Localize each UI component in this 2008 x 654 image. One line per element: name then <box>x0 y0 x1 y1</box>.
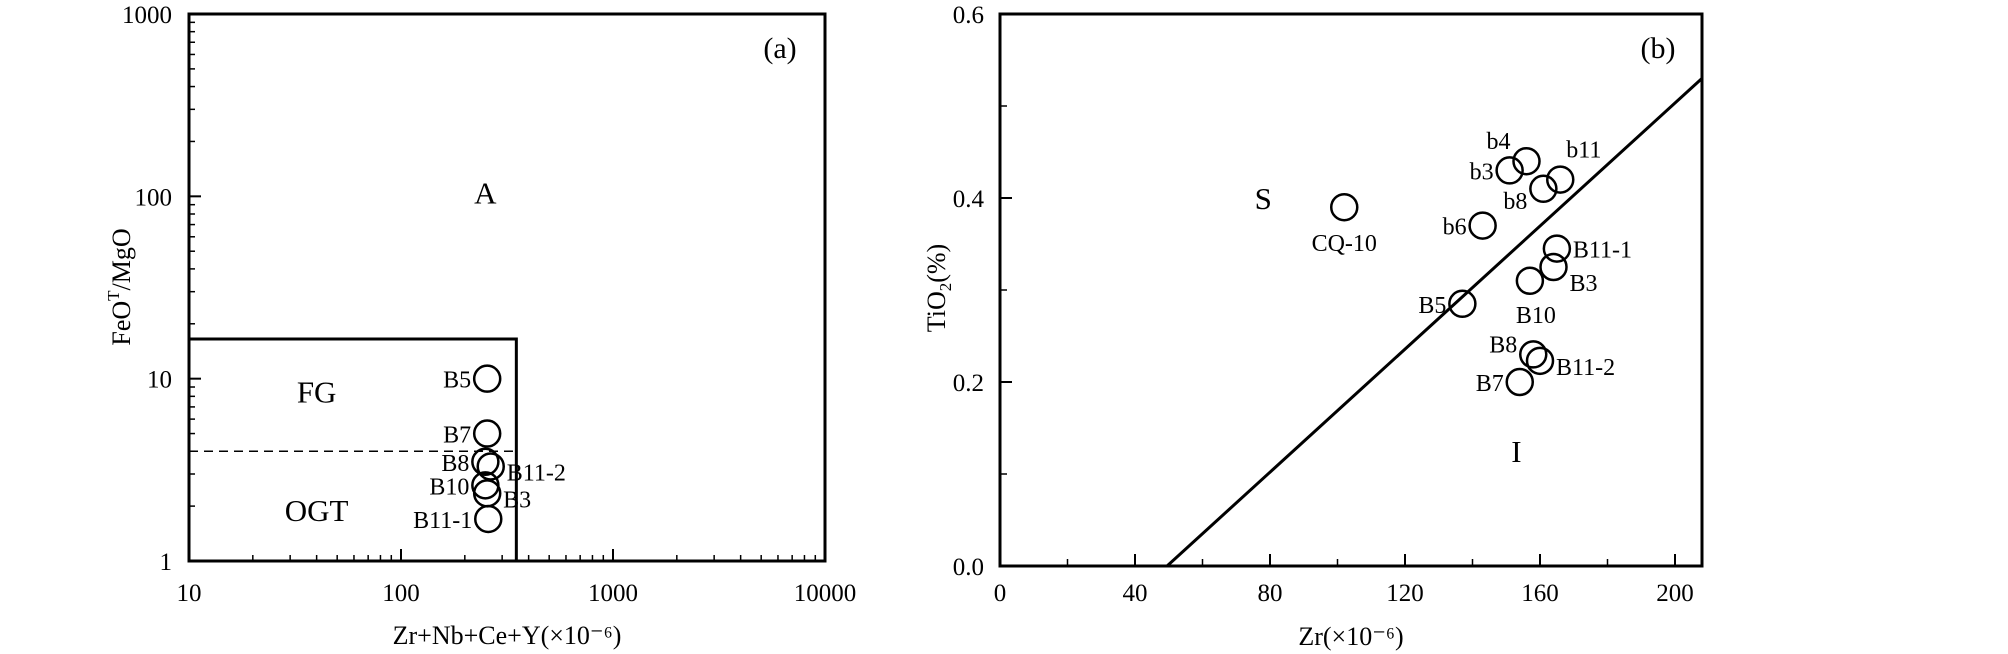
panel-a-x-tick-label: 10 <box>177 580 202 607</box>
panel-b-point-label: B11-2 <box>1556 355 1615 381</box>
panel-b-point-label: B10 <box>1516 303 1556 329</box>
panel-a-point-label: B11-2 <box>507 460 566 486</box>
panel-b-x-tick-label: 200 <box>1656 580 1694 607</box>
panel-a-point-label: B10 <box>429 474 469 500</box>
panel-a-x-tick-label: 100 <box>382 580 420 607</box>
panel-a-x-tick-label: 1000 <box>588 580 638 607</box>
panel-a-point-label: B3 <box>503 487 531 513</box>
panel-a-fg-boundary <box>189 337 518 561</box>
panel-b-y-tick-label: 0.2 <box>953 370 984 397</box>
panel-b-data-point <box>1539 252 1568 282</box>
panel-a-y-tick-label: 100 <box>135 184 173 211</box>
panel-b-data-point <box>1505 367 1534 397</box>
panel-b-y-tick-label: 0.6 <box>953 2 984 29</box>
panel-b-y-axis-label: TiO2(%) <box>922 244 955 332</box>
panel-b-x-tick-label: 40 <box>1123 580 1148 607</box>
panel-a-region-label: A <box>474 175 497 210</box>
panel-b-region-label: I <box>1511 434 1521 469</box>
panel-a-x-axis-label: Zr+Nb+Ce+Y(×10⁻⁶) <box>393 621 622 650</box>
panel-b-x-tick-label: 0 <box>994 580 1007 607</box>
panel-b-point-label: B11-1 <box>1573 238 1632 264</box>
panel-a-point-label: B7 <box>443 423 471 449</box>
panel-b-point-label: B5 <box>1418 293 1446 319</box>
panel-a-y-tick-label: 1 <box>160 549 173 576</box>
panel-b-point-label: CQ-10 <box>1312 231 1377 257</box>
panel-b-boundaries <box>1166 77 1704 568</box>
panel-b-data-point <box>1519 340 1548 369</box>
panel-a-y-axis-label-main: FeO <box>107 301 136 346</box>
panel-a-y-tick-label: 1000 <box>122 2 172 29</box>
panel-a-region-label: FG <box>297 375 337 410</box>
panel-a-regions: A FG OGT <box>285 175 497 528</box>
panel-a-label: (a) <box>763 32 796 65</box>
panel-b-point-label: B8 <box>1489 332 1517 358</box>
panel-b-point-label: B7 <box>1476 371 1504 397</box>
panel-b-data-point <box>1515 266 1545 296</box>
panel-b-x-tick-label: 160 <box>1521 580 1559 607</box>
panel-a-boundaries <box>189 337 518 561</box>
panel-b-label: (b) <box>1641 32 1676 65</box>
panel-a-y-axis-label: FeOT/MgO <box>104 228 136 345</box>
panel-a-point-label: B8 <box>441 451 469 477</box>
panel-a-data-point <box>476 452 505 481</box>
panel-b-points: CQ-10 b4 b3 b11 b8 b6 B11-1 B3 B10 B5 B8 B11-2 B7 <box>1312 129 1632 397</box>
panel-b-y-tick-label: 0.0 <box>953 554 984 581</box>
panel-a-data-point <box>472 419 502 448</box>
panel-b-x-tick-label: 120 <box>1386 580 1424 607</box>
panel-b-x-tick-label: 80 <box>1258 580 1283 607</box>
panel-b-y-axis-label-rest: (%) <box>922 244 951 283</box>
panel-a-data-point <box>471 447 500 477</box>
panel-b-y-tick-label: 0.4 <box>953 186 985 213</box>
panel-b-data-point <box>1512 146 1541 176</box>
panel-b-point-label: B3 <box>1570 271 1598 297</box>
panel-b-data-point <box>1542 234 1572 263</box>
panel-b-data-point <box>1495 156 1524 185</box>
panel-b-regions: SI <box>1255 181 1522 469</box>
panel-b-point-label: b11 <box>1566 138 1601 164</box>
panel-b-si-boundary-line <box>1166 77 1704 568</box>
panel-a-y-tick-label: 10 <box>147 367 172 394</box>
panel-b-ticks: 0 40 80 120 160 200 0.0 0.2 0.4 0.6 <box>953 2 1694 607</box>
panel-a-data-point <box>472 364 502 393</box>
panel-b-data-point <box>1546 165 1575 194</box>
panel-b-data-point <box>1525 346 1555 376</box>
panel-a-data-point <box>474 504 503 534</box>
panel-a-x-tick-label: 10000 <box>794 580 857 607</box>
panel-a-frame <box>187 12 827 563</box>
panel-b-data-point <box>1448 289 1477 319</box>
panel-b-data-point <box>1529 174 1558 204</box>
panel-b-data-point <box>1330 192 1359 222</box>
panel-b-x-axis-label: Zr(×10⁻⁶) <box>1298 622 1403 651</box>
panel-b-point-label: b8 <box>1503 189 1527 215</box>
panel-b-y-axis-label-main: TiO <box>922 291 951 332</box>
panel-b-data-point <box>1468 211 1497 240</box>
panel-a-y-axis-label-rest: /MgO <box>107 228 136 290</box>
panel-a-point-label: B5 <box>443 368 471 394</box>
panel-a-point-label: B11-1 <box>413 508 472 534</box>
panel-a-region-label: OGT <box>285 493 349 528</box>
panel-b-region-label: S <box>1255 181 1272 216</box>
panel-b-point-label: b6 <box>1443 215 1467 241</box>
panel-b-point-label: b4 <box>1487 129 1511 155</box>
panel-a-y-axis-label-sup: T <box>104 290 123 301</box>
panel-b-y-axis-label-sub: 2 <box>936 283 955 292</box>
panel-b-point-label: b3 <box>1470 159 1494 185</box>
